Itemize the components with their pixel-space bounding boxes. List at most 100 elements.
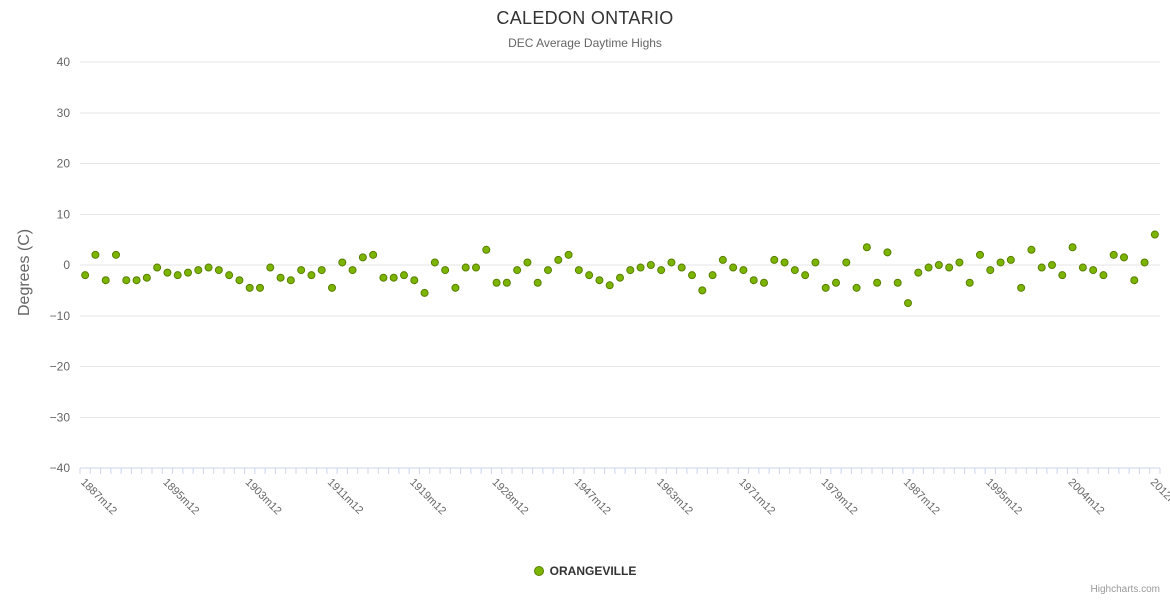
- data-point[interactable]: [760, 278, 768, 287]
- data-point[interactable]: [1089, 266, 1098, 275]
- data-point[interactable]: [389, 273, 398, 282]
- data-point[interactable]: [749, 276, 758, 285]
- data-point[interactable]: [112, 250, 120, 259]
- data-point[interactable]: [595, 276, 604, 285]
- data-point[interactable]: [554, 255, 563, 264]
- data-point[interactable]: [1109, 250, 1118, 259]
- data-point[interactable]: [1150, 230, 1159, 239]
- data-point[interactable]: [688, 271, 696, 280]
- data-point[interactable]: [996, 258, 1005, 267]
- data-point[interactable]: [616, 273, 624, 282]
- data-point[interactable]: [1017, 283, 1026, 292]
- highcharts-credits-link[interactable]: Highcharts.com: [1090, 584, 1160, 595]
- data-point[interactable]: [790, 266, 799, 275]
- data-point[interactable]: [101, 276, 110, 285]
- data-point[interactable]: [811, 258, 820, 267]
- data-point[interactable]: [461, 263, 470, 272]
- data-point[interactable]: [986, 266, 995, 275]
- data-point[interactable]: [1048, 261, 1056, 269]
- data-point[interactable]: [667, 258, 676, 267]
- data-point[interactable]: [698, 286, 707, 295]
- data-point[interactable]: [873, 278, 882, 287]
- data-point[interactable]: [132, 276, 141, 285]
- data-point[interactable]: [81, 271, 90, 280]
- data-point[interactable]: [153, 263, 162, 272]
- data-point[interactable]: [338, 258, 347, 267]
- data-point[interactable]: [451, 283, 460, 292]
- data-point[interactable]: [472, 263, 480, 272]
- data-point[interactable]: [893, 278, 902, 287]
- data-point[interactable]: [945, 263, 954, 272]
- data-point[interactable]: [266, 263, 275, 272]
- data-point[interactable]: [1068, 243, 1077, 252]
- data-point[interactable]: [400, 271, 408, 280]
- data-point[interactable]: [1120, 253, 1128, 262]
- data-point[interactable]: [657, 266, 666, 275]
- data-point[interactable]: [1037, 263, 1046, 272]
- data-point[interactable]: [708, 271, 717, 280]
- data-point[interactable]: [1058, 271, 1067, 280]
- data-point[interactable]: [1078, 263, 1087, 272]
- data-point[interactable]: [328, 283, 336, 292]
- data-point[interactable]: [832, 278, 840, 287]
- data-point[interactable]: [883, 248, 892, 257]
- data-point[interactable]: [924, 263, 933, 272]
- legend-item[interactable]: ORANGEVILLE: [533, 564, 636, 578]
- data-point[interactable]: [204, 263, 213, 272]
- data-point[interactable]: [430, 258, 439, 267]
- data-point[interactable]: [904, 299, 912, 308]
- data-point[interactable]: [718, 255, 727, 264]
- data-point[interactable]: [214, 266, 223, 275]
- data-point[interactable]: [1130, 276, 1139, 285]
- data-point[interactable]: [533, 278, 542, 287]
- data-point[interactable]: [420, 288, 429, 297]
- data-point[interactable]: [1006, 255, 1015, 264]
- data-point[interactable]: [564, 250, 573, 259]
- data-point[interactable]: [369, 250, 378, 259]
- data-point[interactable]: [544, 266, 552, 275]
- data-point[interactable]: [862, 243, 871, 252]
- data-point[interactable]: [235, 276, 244, 285]
- data-point[interactable]: [523, 258, 532, 267]
- data-point[interactable]: [646, 261, 655, 269]
- data-point[interactable]: [482, 245, 491, 254]
- data-point[interactable]: [605, 281, 614, 290]
- data-point[interactable]: [502, 278, 511, 287]
- data-point[interactable]: [914, 268, 923, 277]
- data-point[interactable]: [194, 266, 203, 275]
- data-point[interactable]: [574, 266, 583, 275]
- data-point[interactable]: [513, 266, 522, 275]
- data-point[interactable]: [934, 261, 943, 269]
- data-point[interactable]: [91, 250, 100, 259]
- data-point[interactable]: [955, 258, 964, 267]
- data-point[interactable]: [163, 268, 172, 277]
- data-point[interactable]: [492, 278, 501, 287]
- data-point[interactable]: [256, 283, 264, 292]
- data-point[interactable]: [441, 266, 450, 275]
- data-point[interactable]: [286, 276, 295, 285]
- data-point[interactable]: [729, 263, 738, 272]
- data-point[interactable]: [225, 271, 234, 280]
- data-point[interactable]: [1099, 271, 1108, 280]
- data-point[interactable]: [626, 266, 635, 275]
- data-point[interactable]: [739, 266, 748, 275]
- data-point[interactable]: [348, 266, 357, 275]
- legend[interactable]: ORANGEVILLE: [0, 563, 1170, 581]
- data-point[interactable]: [770, 255, 779, 264]
- data-point[interactable]: [965, 278, 974, 287]
- data-point[interactable]: [307, 271, 316, 280]
- data-point[interactable]: [677, 263, 686, 272]
- data-point[interactable]: [801, 271, 810, 280]
- data-point[interactable]: [173, 271, 182, 280]
- data-point[interactable]: [184, 268, 192, 277]
- data-point[interactable]: [780, 258, 789, 267]
- data-point[interactable]: [276, 273, 285, 282]
- data-point[interactable]: [1140, 258, 1149, 267]
- data-point[interactable]: [410, 276, 419, 285]
- data-point[interactable]: [358, 253, 367, 262]
- data-point[interactable]: [842, 258, 851, 267]
- data-point[interactable]: [636, 263, 645, 272]
- data-point[interactable]: [976, 250, 984, 259]
- data-point[interactable]: [122, 276, 131, 285]
- data-point[interactable]: [317, 266, 326, 275]
